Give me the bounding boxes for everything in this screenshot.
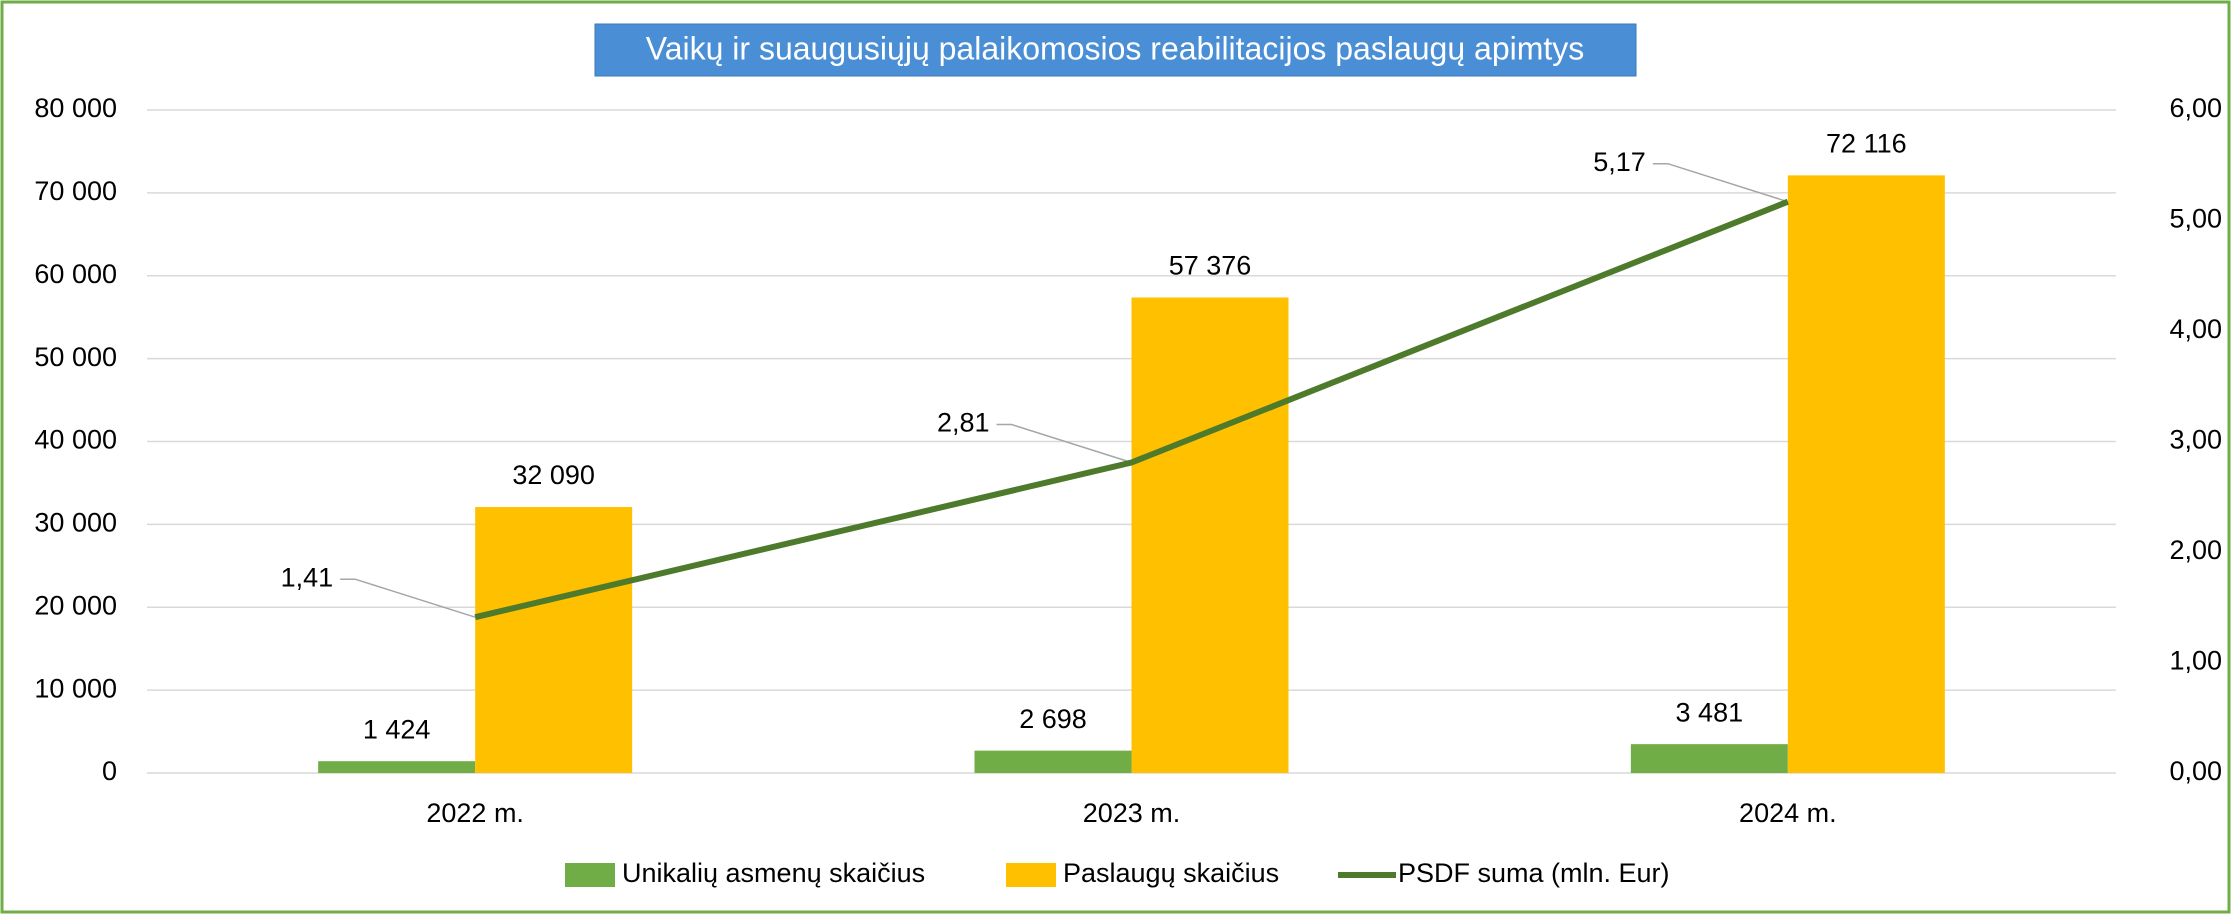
legend-label: Unikalių asmenų skaičius: [622, 858, 925, 888]
chart-title: Vaikų ir suaugusiųjų palaikomosios reabi…: [646, 30, 1585, 66]
y-tick-label: 20 000: [34, 590, 117, 620]
data-label: 2,81: [937, 408, 990, 438]
leader-line: [996, 423, 1132, 464]
data-label: 1,41: [281, 562, 334, 592]
bar: [1787, 175, 1945, 774]
data-label: 2 698: [1019, 704, 1087, 734]
data-label: 57 376: [1169, 251, 1252, 281]
y-tick-label: 70 000: [34, 176, 117, 206]
data-label: 32 090: [512, 460, 595, 490]
y-tick-label: 10 000: [34, 673, 117, 703]
y2-tick-label: 6,00: [2169, 93, 2222, 123]
y2-tick-label: 1,00: [2169, 646, 2222, 676]
title-box: [594, 23, 1637, 77]
y-tick-label: 0: [102, 756, 117, 786]
y2-tick-label: 2,00: [2169, 535, 2222, 565]
data-label: 3 481: [1676, 697, 1744, 727]
legend-swatch: [1006, 863, 1056, 887]
x-tick-label: 2022 m.: [426, 798, 524, 828]
legend-label: Paslaugų skaičius: [1063, 858, 1279, 888]
x-tick-label: 2023 m.: [1083, 798, 1181, 828]
leader-line: [1652, 162, 1789, 203]
bar: [318, 761, 476, 773]
y2-tick-label: 5,00: [2169, 204, 2222, 234]
bar: [1630, 744, 1788, 773]
y2-tick-label: 0,00: [2169, 756, 2222, 786]
leader-line: [340, 578, 476, 618]
y-tick-label: 50 000: [34, 342, 117, 372]
data-label: 72 116: [1826, 128, 1907, 158]
y-tick-label: 30 000: [34, 508, 117, 538]
y2-tick-label: 4,00: [2169, 314, 2222, 344]
bar: [475, 507, 633, 773]
y-tick-label: 40 000: [34, 425, 117, 455]
y-tick-label: 60 000: [34, 259, 117, 289]
legend-label: PSDF suma (mln. Eur): [1398, 858, 1670, 888]
bar: [974, 750, 1132, 773]
x-tick-label: 2024 m.: [1739, 798, 1837, 828]
data-label: 1 424: [363, 714, 431, 744]
data-label: 5,17: [1593, 147, 1646, 177]
line: [474, 198, 1789, 621]
y-tick-label: 80 000: [34, 93, 117, 123]
y2-tick-label: 3,00: [2169, 425, 2222, 455]
legend-swatch: [565, 863, 615, 887]
bar: [1131, 297, 1289, 773]
